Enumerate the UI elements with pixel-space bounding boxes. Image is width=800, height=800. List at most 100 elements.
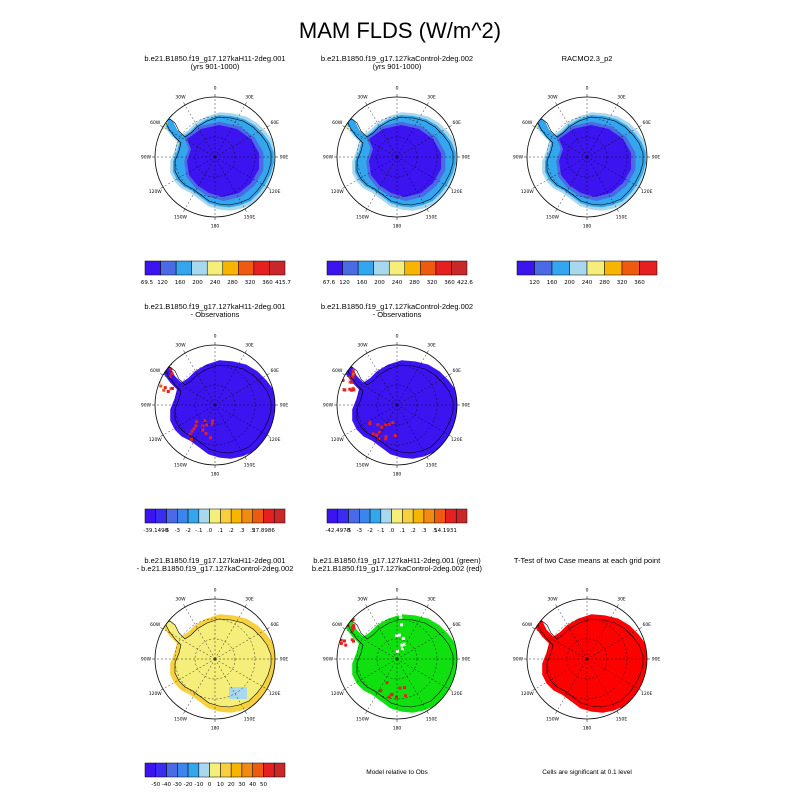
bias-cell: [371, 432, 375, 436]
colorbar-label: 200: [564, 280, 575, 286]
meridian-line: [586, 156, 640, 188]
lon-label: 90W: [323, 403, 334, 409]
plateau-fill: [559, 125, 631, 197]
colorbar-swatch: [160, 260, 177, 276]
lon-tick: [365, 710, 368, 714]
lon-label: 120W: [331, 437, 345, 443]
bias-cell: [159, 384, 163, 388]
p1-title-line: (yrs 901-1000): [190, 62, 240, 71]
meridian-line: [556, 658, 588, 712]
colorbar-label: 422.6: [457, 280, 473, 286]
colorbar-label: -2: [367, 528, 372, 534]
colorbar-swatch: [230, 508, 243, 524]
bias-cell: [209, 436, 213, 440]
colorbar-label: .2: [229, 528, 234, 534]
bias-cell: [194, 424, 198, 428]
lon-label: 120E: [451, 437, 463, 443]
lon-tick: [426, 710, 429, 714]
bias-cell: [164, 363, 168, 367]
bias-cell: [343, 370, 347, 374]
lon-tick: [342, 434, 346, 437]
lon-label: 120E: [269, 437, 281, 443]
meridian-line: [184, 104, 216, 158]
lon-tick: [160, 186, 164, 189]
colorbar-label: -30: [173, 782, 182, 788]
lon-label: 150W: [356, 716, 370, 722]
colorbar-label: -42.4978: [325, 528, 350, 534]
colorbar-label: .2: [411, 528, 416, 534]
colorbar-label: 280: [409, 280, 420, 286]
meridian-line: [162, 658, 216, 690]
lon-tick: [448, 627, 452, 630]
compare-cell: [343, 639, 347, 643]
colorbar-swatch: [209, 762, 221, 778]
cb3-colorbar: 120 160 200 240 280 320 360: [516, 260, 658, 286]
bias-cell: [351, 375, 355, 379]
colorbar-swatch: [198, 762, 210, 778]
lon-label: 90E: [462, 403, 471, 409]
colorbar-swatch: [348, 508, 360, 524]
lon-tick: [448, 373, 452, 376]
lon-label: 60E: [270, 368, 279, 374]
meridian-line: [586, 658, 640, 690]
lon-tick: [448, 688, 452, 691]
meridian-line: [396, 352, 428, 406]
lon-label: 150W: [546, 716, 560, 722]
bias-cell: [170, 386, 174, 390]
lon-tick: [448, 434, 452, 437]
bias-cell: [368, 420, 372, 424]
colorbar-swatch: [516, 260, 535, 276]
ttest-fill: [531, 614, 647, 713]
meridian-line: [162, 404, 216, 436]
colorbar-swatch: [434, 508, 446, 524]
page-title: MAM FLDS (W/m^2): [298, 18, 502, 43]
colorbar-label: 160: [357, 280, 368, 286]
lon-label: 120E: [451, 691, 463, 697]
lon-label: 0: [396, 588, 399, 594]
colorbar-swatch: [269, 260, 286, 276]
lon-label: 150W: [546, 214, 560, 220]
lon-tick: [342, 688, 346, 691]
colorbar-swatch: [388, 260, 406, 276]
lon-label: 60W: [522, 622, 533, 628]
meridian-line: [396, 156, 428, 210]
meridian-line: [344, 156, 398, 188]
bias-cell: [387, 422, 391, 426]
cb4-colorbar: -39.1499-5 -3 -2 -.1 .0 .1 .2 .3 .527.8986: [143, 508, 286, 534]
meridian-line: [366, 658, 398, 712]
lon-tick: [266, 688, 270, 691]
lon-label: 120E: [269, 691, 281, 697]
lon-label: 0: [586, 86, 589, 92]
colorbar-swatch: [238, 260, 255, 276]
compare-cell: [346, 623, 350, 627]
colorbar-label: 200: [192, 280, 203, 286]
meridian-line: [396, 104, 428, 158]
meridian-line: [162, 374, 216, 406]
colorbar-label: .5: [432, 528, 438, 534]
colorbar-swatch: [241, 508, 253, 524]
colorbar-label: .3: [421, 528, 427, 534]
bias-cell: [161, 363, 165, 367]
lon-tick: [266, 186, 270, 189]
lon-tick: [638, 627, 642, 630]
bias-cell: [169, 387, 173, 391]
lon-tick: [365, 350, 368, 354]
colorbar-swatch: [423, 508, 435, 524]
bias-cell: [210, 422, 214, 426]
meridian-line: [184, 404, 216, 458]
lon-tick: [342, 125, 346, 128]
colorbar-swatch: [252, 508, 264, 524]
bias-cell: [344, 365, 348, 369]
lon-label: 30E: [245, 597, 254, 603]
lon-label: 0: [214, 588, 217, 594]
colorbar-swatch: [155, 762, 167, 778]
colorbar-label: 67.6: [323, 280, 336, 286]
lon-tick: [426, 102, 429, 106]
meridian-line: [396, 658, 428, 712]
lon-tick: [448, 125, 452, 128]
p8-title: T-Test of two Case means at each grid po…: [487, 557, 687, 565]
bias-cell: [168, 375, 172, 379]
lon-label: 60W: [332, 622, 343, 628]
peninsula-cell: [346, 126, 350, 130]
bias-cell: [391, 421, 395, 425]
